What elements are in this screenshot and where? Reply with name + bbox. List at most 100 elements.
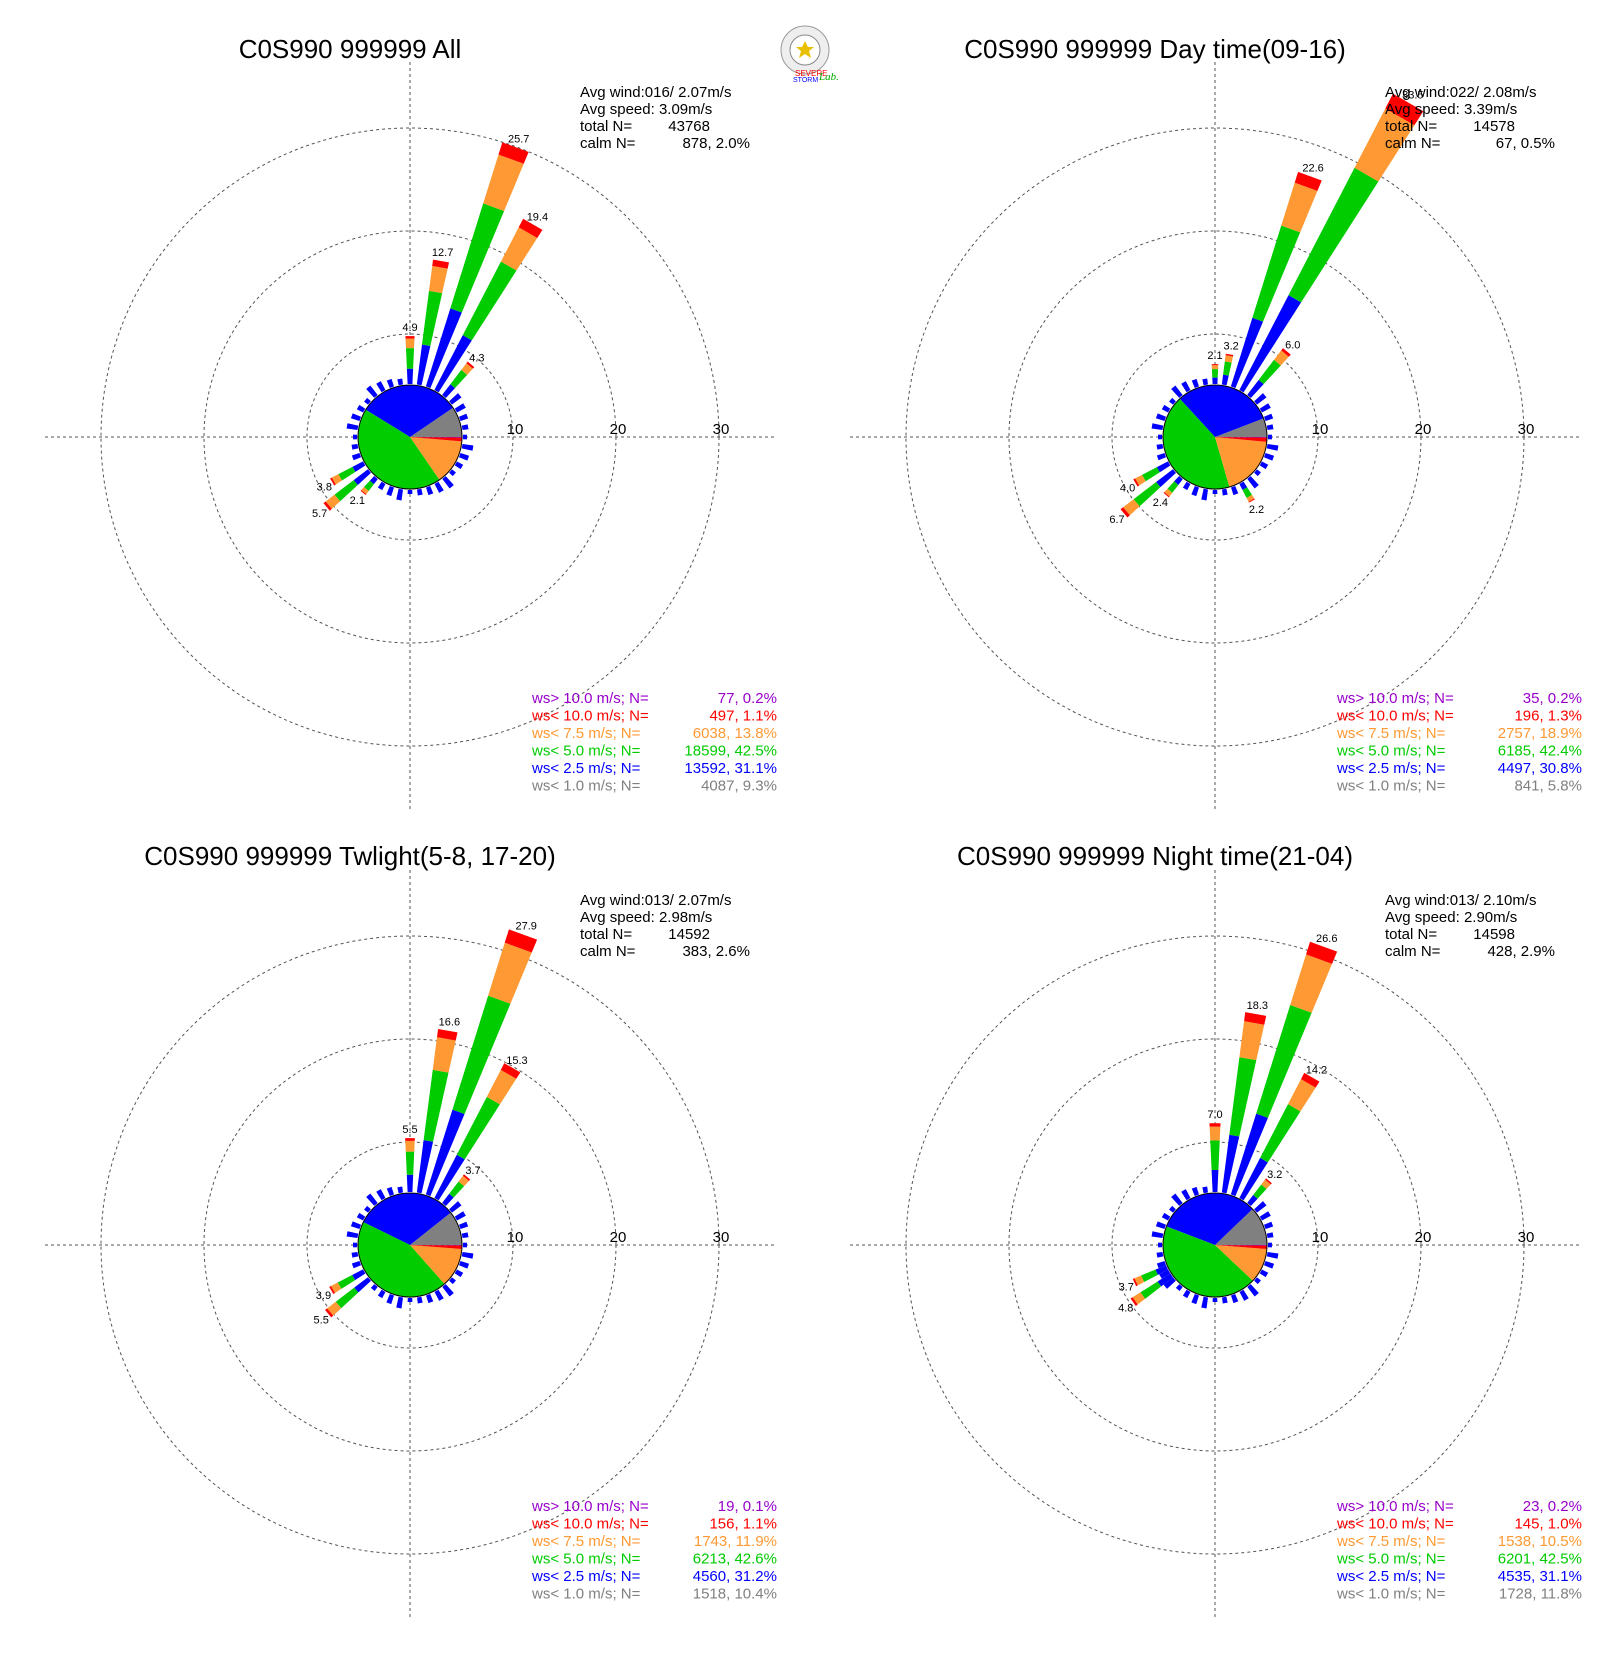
petal-label: 4.8 [1118, 1302, 1133, 1314]
petal-tick [459, 1261, 470, 1269]
petal-tick [1202, 1186, 1208, 1194]
legend-value: 145, 1.0% [1514, 1516, 1582, 1533]
petal-tick [1254, 469, 1261, 477]
petal-tick [1259, 1211, 1271, 1221]
petal-tick [1151, 423, 1164, 430]
petal-tick [1267, 434, 1272, 440]
petal-label: 5.7 [312, 508, 327, 520]
petal-segment [1239, 1021, 1265, 1061]
petal-tick [396, 1296, 403, 1309]
petal-segment [1290, 954, 1333, 1013]
legend-value: 4087, 9.3% [701, 778, 777, 795]
petal-segment [1281, 348, 1291, 357]
pie-slice [410, 437, 463, 438]
petal-segment [1210, 1140, 1220, 1171]
legend-value: 1538, 10.5% [1498, 1533, 1582, 1550]
petal-segment [486, 1069, 517, 1105]
petal-segment [1256, 1004, 1312, 1118]
petal-segment [1247, 379, 1264, 398]
petal-tick [459, 1221, 469, 1229]
petal-tick [1254, 1201, 1267, 1213]
petal-tick [346, 1231, 359, 1238]
windrose-panel-4: C0S990 999999 Night time(21-04) 10 20 30 7.0… [850, 841, 1582, 1620]
petal-tick [1182, 481, 1191, 491]
panel-title: C0S990 999999 Night time(21-04) [957, 841, 1353, 871]
total-n: 14598 [1473, 926, 1515, 943]
petal-segment [1123, 499, 1140, 516]
petal-tick [397, 1186, 403, 1194]
petal-segment [1156, 461, 1171, 473]
legend-value: 6038, 13.8% [693, 725, 777, 742]
petal-segment [337, 1274, 356, 1289]
ring-label-2: 20 [610, 1229, 627, 1246]
legend-label: ws< 10.0 m/s; N= [531, 1516, 649, 1533]
petal-tick [1202, 378, 1208, 386]
petal-label: 4.3 [469, 352, 484, 364]
petal-segment [488, 942, 532, 1004]
petal-tick [1266, 1232, 1274, 1238]
pie-slice [1215, 437, 1267, 487]
petal-tick [454, 1211, 466, 1221]
pie-outline [357, 384, 463, 490]
petal-tick [1264, 453, 1275, 461]
pie-outline [1162, 384, 1268, 490]
petal-tick [434, 1289, 444, 1301]
petal-label: 3.8 [317, 481, 332, 493]
petal-tick [1156, 1252, 1164, 1258]
legend-label: ws< 1.0 m/s; N= [1336, 1586, 1446, 1603]
petal-segment [1246, 494, 1255, 502]
petal-label: 2.1 [350, 495, 365, 507]
petal-segment [416, 1140, 434, 1194]
petal-segment [405, 1138, 415, 1141]
petal-tick [459, 413, 469, 421]
legend-value: 2757, 18.9% [1498, 725, 1582, 742]
petal-label: 6.0 [1285, 339, 1300, 351]
calm-n-label: calm N= [1385, 943, 1441, 960]
calm-n-label: calm N= [1385, 135, 1441, 152]
total-n-label: total N= [1385, 118, 1437, 135]
petal-segment [323, 501, 332, 511]
petal-tick [353, 434, 358, 440]
petal-label: 15.3 [506, 1055, 527, 1067]
legend-value: 19, 0.1% [718, 1498, 777, 1515]
petal-tick [1155, 1221, 1166, 1229]
petal-tick [1175, 1284, 1183, 1291]
pie-slice [410, 437, 462, 480]
petal-tick [1156, 453, 1166, 461]
petal-tick [442, 1284, 454, 1297]
pie-slice [1215, 437, 1267, 438]
ring-label-3: 30 [713, 421, 730, 438]
petal-tick [461, 1252, 474, 1259]
pie-slice [1163, 1226, 1253, 1297]
petal-segment [325, 1308, 334, 1318]
pie-slice [1215, 1245, 1267, 1246]
legend-value: 6213, 42.6% [693, 1551, 777, 1568]
petal-segment [1164, 488, 1173, 497]
petal-tick [1191, 486, 1199, 497]
petal-tick [1182, 1289, 1191, 1299]
petal-segment [405, 336, 415, 339]
avg-wind: Avg wind:022/ 2.08m/s [1385, 84, 1536, 101]
petal-segment [1134, 1275, 1145, 1286]
petal-tick [1181, 381, 1191, 393]
legend-label: ws< 5.0 m/s; N= [1336, 743, 1446, 760]
legend-value: 23, 0.2% [1523, 1498, 1582, 1515]
legend-label: ws< 2.5 m/s; N= [531, 1568, 641, 1585]
petal-tick [449, 1201, 462, 1213]
petal-tick [1231, 486, 1239, 496]
pie-slice [1162, 398, 1230, 490]
calm-n-label: calm N= [580, 943, 636, 960]
petal-tick [454, 403, 466, 413]
calm-n: 878, 2.0% [682, 135, 750, 152]
petal-segment [456, 1096, 500, 1160]
legend-value: 18599, 42.5% [684, 743, 777, 760]
petal-label: 25.7 [508, 133, 529, 145]
petal-segment [338, 466, 356, 481]
pie-slice [1215, 418, 1267, 437]
ring-2 [203, 1038, 617, 1452]
petal-tick [1163, 1277, 1176, 1289]
petal-tick [386, 486, 394, 497]
petal-tick [1191, 378, 1199, 388]
petal-tick [1191, 1294, 1199, 1305]
petal-label: 18.3 [1247, 1000, 1268, 1012]
